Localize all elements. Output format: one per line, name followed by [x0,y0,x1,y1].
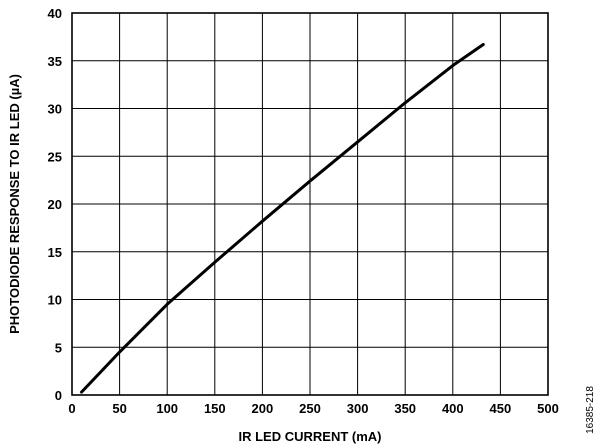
y-axis-title: PHOTODIODE RESPONSE TO IR LED (µA) [7,74,22,334]
y-tick-label: 25 [48,149,62,164]
y-tick-label: 15 [48,245,62,260]
y-tick-label: 35 [48,54,62,69]
x-tick-label: 0 [68,401,75,416]
x-tick-labels: 0 50 100 150 200 250 300 350 400 450 500 [68,401,558,416]
y-tick-label: 20 [48,197,62,212]
x-tick-label: 300 [347,401,369,416]
series-line [80,43,485,394]
x-tick-label: 100 [156,401,178,416]
plot-frame [71,12,549,396]
x-axis-title: IR LED CURRENT (mA) [239,429,382,444]
x-tick-label: 500 [537,401,559,416]
y-tick-label: 0 [55,388,62,403]
x-tick-label: 150 [204,401,226,416]
x-tick-label: 400 [442,401,464,416]
figure-id: 16385-218 [585,386,596,434]
x-tick-label: 350 [394,401,416,416]
x-tick-label: 50 [112,401,126,416]
x-tick-label: 450 [490,401,512,416]
x-tick-label: 250 [299,401,321,416]
x-tick-label: 200 [252,401,274,416]
y-tick-label: 5 [55,340,62,355]
y-tick-label: 30 [48,102,62,117]
y-tick-label: 40 [48,6,62,21]
y-tick-label: 10 [48,293,62,308]
y-tick-labels: 0 5 10 15 20 25 30 35 40 [48,6,62,403]
grid-lines [71,12,549,396]
